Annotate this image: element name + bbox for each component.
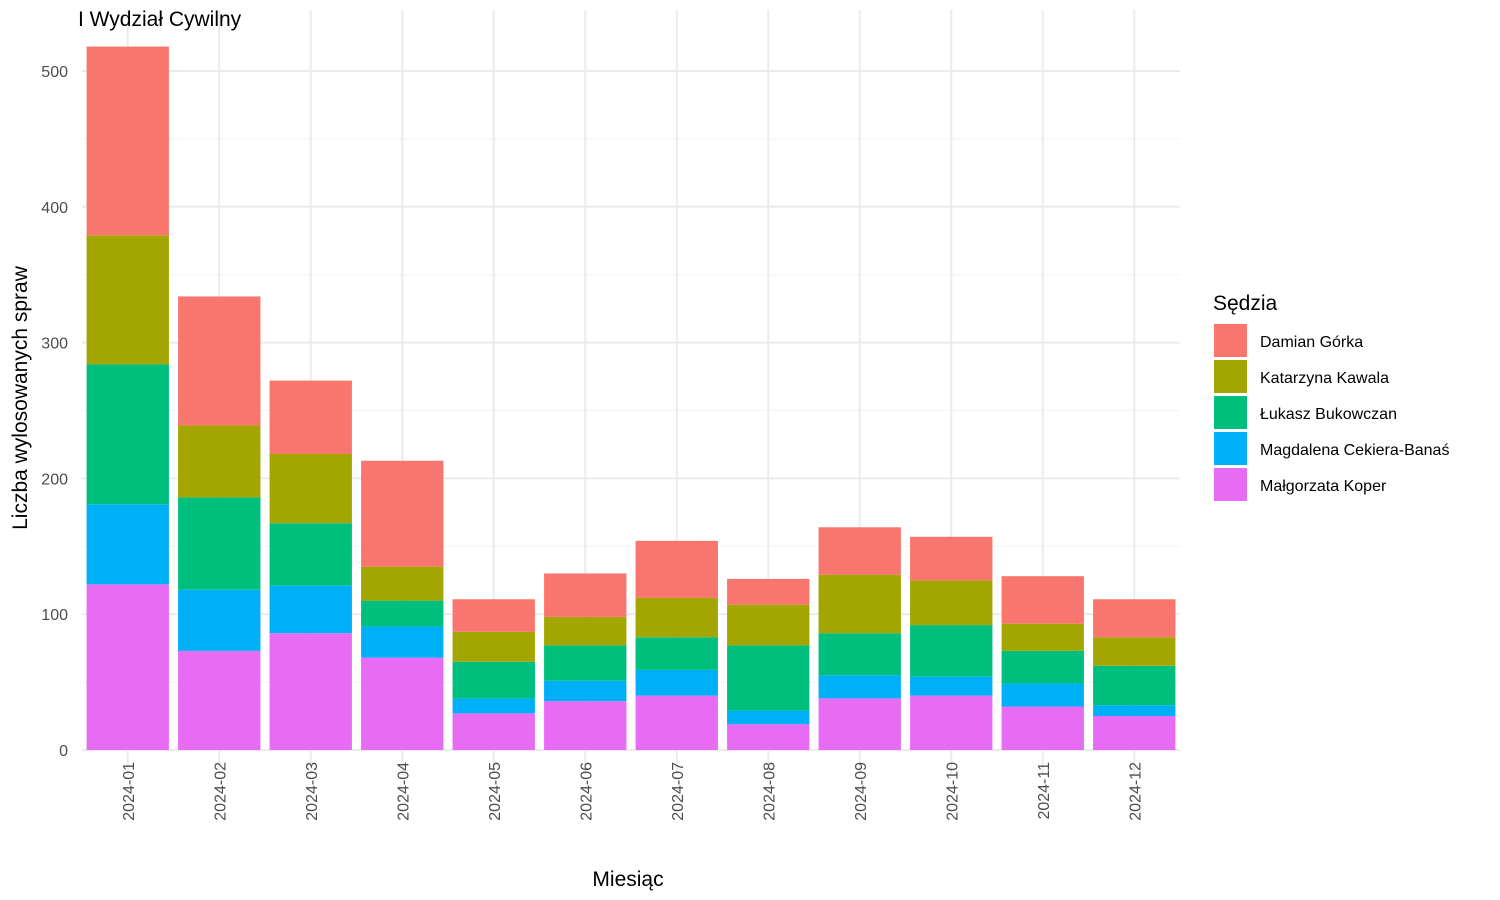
bar-2024-08-damian-gorka bbox=[727, 578, 810, 605]
legend-title: Sędzia bbox=[1213, 292, 1278, 315]
bar-2024-11-magdalena-cekiera-banas bbox=[1001, 683, 1084, 707]
bar-2024-04-lukasz-bukowczan bbox=[361, 600, 444, 627]
bar-2024-12-magdalena-cekiera-banas bbox=[1093, 705, 1176, 717]
bar-2024-06-katarzyna-kawala bbox=[544, 616, 627, 646]
bar-2024-04-malgorzata-koper bbox=[361, 657, 444, 750]
bar-2024-02-magdalena-cekiera-banas bbox=[178, 589, 261, 651]
bar-2024-04-katarzyna-kawala bbox=[361, 566, 444, 601]
y-tick-label: 200 bbox=[41, 471, 68, 488]
bar-2024-10-damian-gorka bbox=[910, 536, 993, 581]
x-axis-title: Miesiąc bbox=[592, 868, 663, 891]
bar-2024-06-damian-gorka bbox=[544, 573, 627, 617]
bar-2024-12-damian-gorka bbox=[1093, 599, 1176, 638]
bar-2024-02-lukasz-bukowczan bbox=[178, 497, 261, 590]
bar-2024-09-magdalena-cekiera-banas bbox=[818, 675, 901, 699]
x-tick-label: 2024-03 bbox=[304, 762, 321, 821]
bar-2024-05-lukasz-bukowczan bbox=[452, 661, 535, 699]
bar-2024-11-katarzyna-kawala bbox=[1001, 623, 1084, 651]
bar-2024-06-lukasz-bukowczan bbox=[544, 645, 627, 681]
bar-2024-07-damian-gorka bbox=[635, 540, 718, 598]
bar-2024-11-damian-gorka bbox=[1001, 576, 1084, 624]
bar-2024-03-lukasz-bukowczan bbox=[269, 523, 352, 586]
bar-2024-01-katarzyna-kawala bbox=[86, 235, 169, 365]
bar-2024-11-malgorzata-koper bbox=[1001, 706, 1084, 750]
legend: Sędzia Damian Górka Katarzyna Kawala Łukas… bbox=[1213, 292, 1449, 501]
y-tick-label: 400 bbox=[41, 200, 68, 217]
y-axis-ticks: 0 100 200 300 400 500 bbox=[41, 64, 68, 760]
bar-2024-12-lukasz-bukowczan bbox=[1093, 665, 1176, 706]
y-tick-label: 100 bbox=[41, 607, 68, 624]
y-axis-title: Liczba wylosowanych spraw bbox=[9, 265, 32, 530]
x-tick-label: 2024-02 bbox=[212, 762, 229, 821]
bar-2024-06-magdalena-cekiera-banas bbox=[544, 680, 627, 702]
bar-2024-10-malgorzata-koper bbox=[910, 695, 993, 750]
bar-2024-06-malgorzata-koper bbox=[544, 701, 627, 750]
chart-title: I Wydział Cywilny bbox=[78, 8, 242, 31]
bar-2024-01-damian-gorka bbox=[86, 46, 169, 236]
bar-2024-01-lukasz-bukowczan bbox=[86, 364, 169, 505]
bars bbox=[86, 46, 1176, 750]
legend-label: Damian Górka bbox=[1260, 334, 1363, 351]
legend-label: Katarzyna Kawala bbox=[1260, 370, 1389, 387]
bar-2024-07-katarzyna-kawala bbox=[635, 597, 718, 638]
bar-2024-12-katarzyna-kawala bbox=[1093, 637, 1176, 666]
legend-swatch bbox=[1214, 468, 1247, 501]
x-tick-label: 2024-07 bbox=[670, 762, 687, 821]
bar-2024-08-lukasz-bukowczan bbox=[727, 645, 810, 711]
legend-label: Łukasz Bukowczan bbox=[1260, 406, 1397, 423]
bar-2024-04-magdalena-cekiera-banas bbox=[361, 626, 444, 658]
bar-2024-03-katarzyna-kawala bbox=[269, 453, 352, 524]
bar-2024-01-magdalena-cekiera-banas bbox=[86, 504, 169, 585]
bar-2024-02-damian-gorka bbox=[178, 296, 261, 426]
y-tick-label: 0 bbox=[59, 743, 68, 760]
bar-2024-03-magdalena-cekiera-banas bbox=[269, 585, 352, 634]
bar-2024-03-damian-gorka bbox=[269, 380, 352, 454]
bar-2024-05-magdalena-cekiera-banas bbox=[452, 698, 535, 714]
bar-2024-09-lukasz-bukowczan bbox=[818, 633, 901, 676]
legend-swatch bbox=[1214, 324, 1247, 357]
bar-2024-02-katarzyna-kawala bbox=[178, 425, 261, 498]
bar-2024-09-malgorzata-koper bbox=[818, 698, 901, 750]
bar-2024-05-damian-gorka bbox=[452, 599, 535, 632]
bar-2024-10-katarzyna-kawala bbox=[910, 580, 993, 626]
x-tick-label: 2024-10 bbox=[944, 762, 961, 821]
legend-label: Magdalena Cekiera-Banaś bbox=[1260, 442, 1449, 459]
legend-label: Małgorzata Koper bbox=[1260, 478, 1387, 495]
legend-swatch bbox=[1214, 360, 1247, 393]
bar-2024-09-damian-gorka bbox=[818, 527, 901, 575]
legend-swatch bbox=[1214, 432, 1247, 465]
x-tick-label: 2024-08 bbox=[761, 762, 778, 821]
bar-2024-12-malgorzata-koper bbox=[1093, 716, 1176, 750]
x-tick-label: 2024-11 bbox=[1036, 762, 1053, 820]
bar-2024-05-katarzyna-kawala bbox=[452, 631, 535, 662]
bar-2024-08-magdalena-cekiera-banas bbox=[727, 710, 810, 725]
bar-2024-10-lukasz-bukowczan bbox=[910, 625, 993, 677]
x-tick-label: 2024-01 bbox=[121, 762, 138, 821]
bar-2024-07-lukasz-bukowczan bbox=[635, 637, 718, 670]
bar-2024-11-lukasz-bukowczan bbox=[1001, 650, 1084, 684]
bar-2024-09-katarzyna-kawala bbox=[818, 574, 901, 634]
x-axis-ticks: 2024-01 2024-02 2024-03 2024-04 2024-05 2024-… bbox=[121, 762, 1145, 821]
bar-2024-08-katarzyna-kawala bbox=[727, 604, 810, 646]
bar-2024-03-malgorzata-koper bbox=[269, 633, 352, 750]
bar-2024-10-magdalena-cekiera-banas bbox=[910, 676, 993, 696]
x-tick-label: 2024-06 bbox=[578, 762, 595, 821]
bar-2024-02-malgorzata-koper bbox=[178, 650, 261, 750]
x-tick-label: 2024-04 bbox=[395, 762, 412, 821]
bar-2024-05-malgorzata-koper bbox=[452, 713, 535, 750]
y-tick-label: 500 bbox=[41, 64, 68, 81]
x-tick-label: 2024-09 bbox=[853, 762, 870, 821]
x-tick-label: 2024-05 bbox=[487, 762, 504, 821]
bar-2024-07-magdalena-cekiera-banas bbox=[635, 669, 718, 696]
bar-2024-08-malgorzata-koper bbox=[727, 724, 810, 750]
bar-2024-04-damian-gorka bbox=[361, 460, 444, 567]
x-tick-label: 2024-12 bbox=[1127, 762, 1144, 821]
bar-2024-01-malgorzata-koper bbox=[86, 584, 169, 750]
legend-swatch bbox=[1214, 396, 1247, 429]
y-tick-label: 300 bbox=[41, 336, 68, 353]
bar-2024-07-malgorzata-koper bbox=[635, 695, 718, 750]
